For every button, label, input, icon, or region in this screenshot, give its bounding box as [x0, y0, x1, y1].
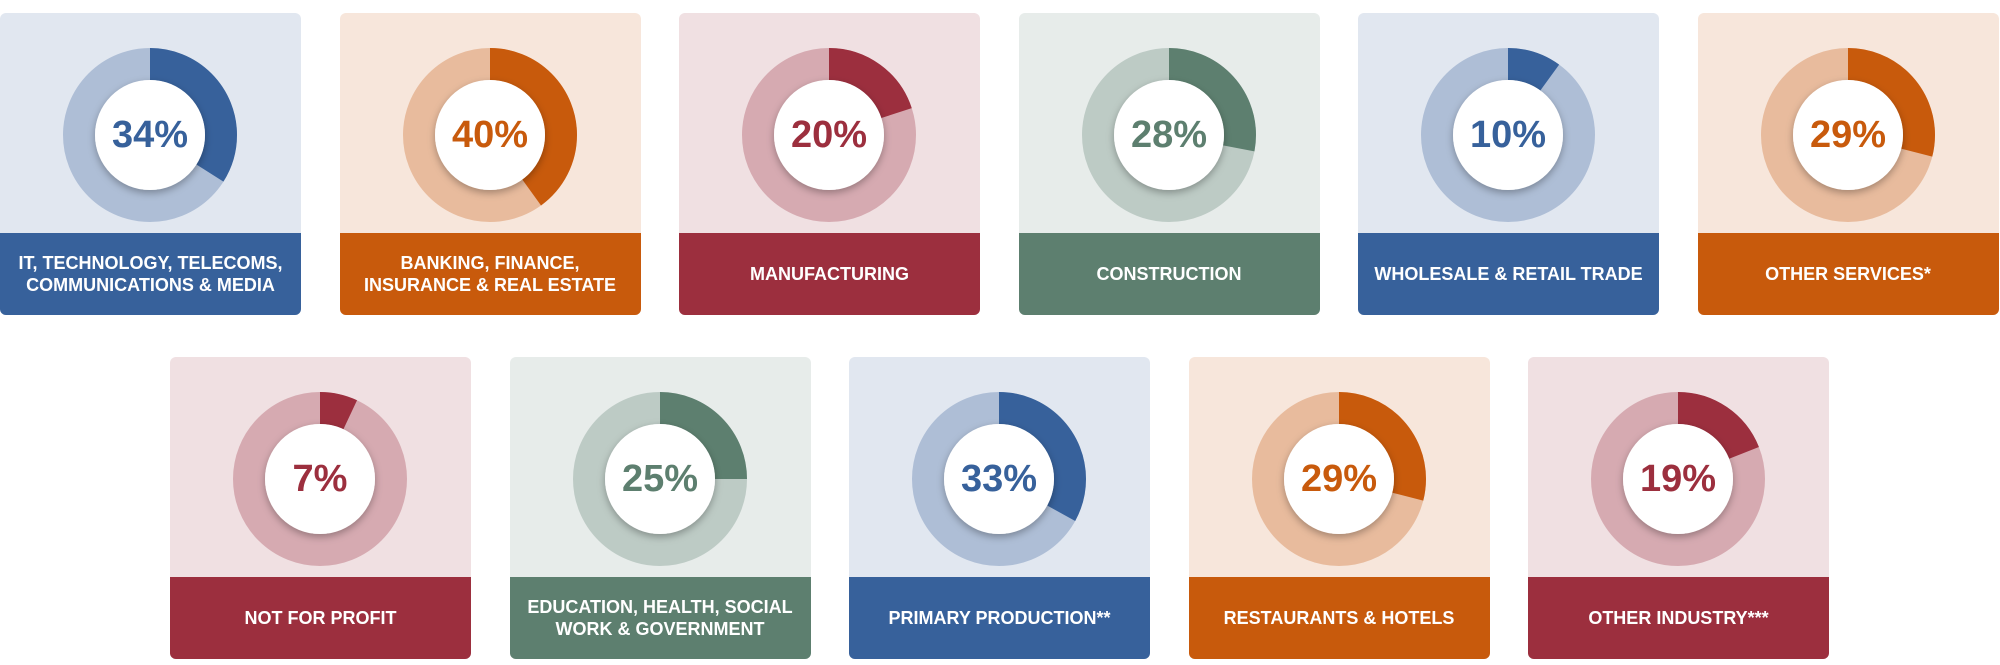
card: 10% WHOLESALE & RETAIL TRADE [1358, 13, 1659, 315]
category-label: RESTAURANTS & HOTELS [1188, 577, 1490, 659]
category-label: EDUCATION, HEALTH, SOCIAL WORK & GOVERNM… [509, 577, 811, 659]
donut-chart: 19% [1591, 392, 1765, 566]
donut-chart: 29% [1251, 392, 1426, 566]
card: 29% OTHER SERVICES* [1697, 13, 1999, 315]
donut-segment [233, 392, 407, 566]
donut-center [1623, 424, 1733, 534]
category-label: OTHER INDUSTRY*** [1528, 577, 1829, 659]
donut-center [434, 80, 545, 190]
donut-chart: 28% [1081, 48, 1256, 222]
category-label: OTHER SERVICES* [1697, 233, 1999, 315]
donut-chart: 7% [233, 392, 407, 566]
card: 25% EDUCATION, HEALTH, SOCIAL WORK & GOVE… [509, 357, 811, 659]
donut-segment [742, 48, 916, 222]
value-label: 40% [451, 114, 527, 156]
donut-chart: 34% [63, 48, 237, 222]
donut-center [1792, 80, 1903, 190]
donut-chart: 33% [912, 392, 1086, 566]
donut-segment [1081, 48, 1256, 222]
donut-center [1113, 80, 1224, 190]
donut-center [774, 80, 884, 190]
donut-chart: 10% [1421, 48, 1595, 222]
donut-center [265, 424, 375, 534]
card: 28% CONSTRUCTION [1018, 13, 1320, 315]
donut-segment [402, 48, 577, 222]
card: 7% NOT FOR PROFIT [170, 357, 471, 659]
value-label: 29% [1809, 114, 1885, 156]
donut-segment [572, 392, 747, 566]
category-label: IT, TECHNOLOGY, TELECOMS, COMMUNICATIONS… [0, 233, 301, 315]
value-label: 28% [1130, 114, 1206, 156]
donut-chart: 25% [572, 392, 747, 566]
value-label: 20% [791, 114, 867, 156]
card: 19% OTHER INDUSTRY*** [1528, 357, 1829, 659]
value-label: 33% [961, 458, 1037, 500]
donut-chart: 20% [742, 48, 916, 222]
value-label: 10% [1470, 114, 1546, 156]
donut-center [1283, 424, 1394, 534]
donut-chart: 29% [1760, 48, 1935, 222]
category-label: NOT FOR PROFIT [170, 577, 471, 659]
donut-center [1453, 80, 1563, 190]
donut-chart: 40% [402, 48, 577, 222]
card: 34% IT, TECHNOLOGY, TELECOMS, COMMUNICATI… [0, 13, 301, 315]
donut-segment [1421, 48, 1595, 222]
card: 40% BANKING, FINANCE, INSURANCE & REAL ES… [339, 13, 641, 315]
donut-center [95, 80, 205, 190]
category-label: PRIMARY PRODUCTION** [849, 577, 1150, 659]
value-label: 34% [112, 114, 188, 156]
value-label: 25% [621, 458, 697, 500]
category-label: BANKING, FINANCE, INSURANCE & REAL ESTAT… [339, 233, 641, 315]
donut-center [944, 424, 1054, 534]
card: 20% MANUFACTURING [679, 13, 980, 315]
donut-segment [1760, 48, 1935, 222]
donut-segment [63, 48, 237, 222]
value-label: 29% [1300, 458, 1376, 500]
category-label: CONSTRUCTION [1018, 233, 1320, 315]
value-label: 19% [1640, 458, 1716, 500]
category-label: WHOLESALE & RETAIL TRADE [1358, 233, 1659, 315]
donut-segment [912, 392, 1086, 566]
donut-center [604, 424, 715, 534]
value-label: 7% [293, 458, 348, 500]
donut-segment [1591, 392, 1765, 566]
card: 33% PRIMARY PRODUCTION** [849, 357, 1150, 659]
category-label: MANUFACTURING [679, 233, 980, 315]
donut-segment [1251, 392, 1426, 566]
card: 29% RESTAURANTS & HOTELS [1188, 357, 1490, 659]
